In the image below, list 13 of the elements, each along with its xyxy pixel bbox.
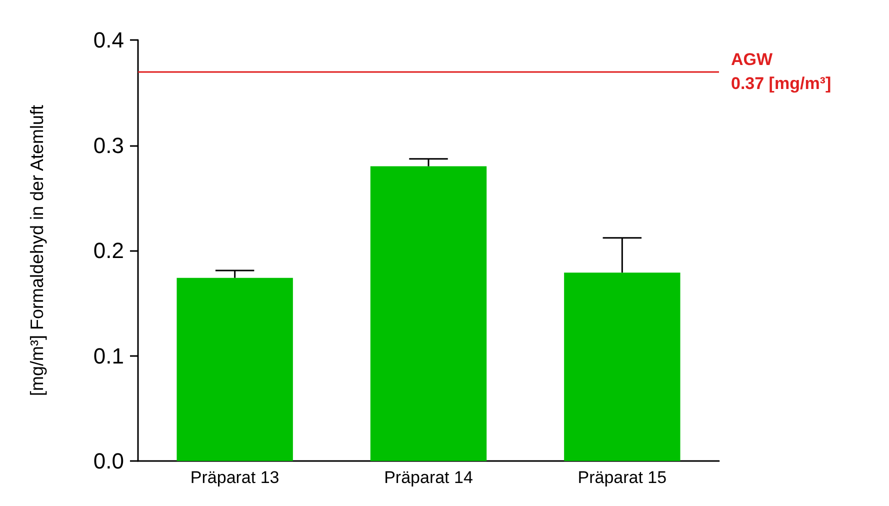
x-tick-label: Präparat 13	[190, 468, 280, 487]
bar	[564, 272, 680, 461]
x-tick-label: Präparat 14	[384, 468, 473, 487]
y-tick-label: 0.4	[93, 28, 124, 52]
x-tick-label: Präparat 15	[578, 468, 667, 487]
y-tick-label: 0.1	[93, 343, 124, 368]
y-tick-label: 0.3	[93, 132, 124, 158]
bar	[370, 166, 487, 461]
ref-line-label: AGW 0.37 [mg/m³]	[731, 50, 832, 94]
y-tick-label: 0.2	[93, 238, 124, 263]
bar	[176, 278, 293, 461]
y-tick-label: 0.0	[93, 448, 124, 474]
y-axis-title: [mg/m³] Formaldehyd in der Atemluft	[27, 104, 47, 396]
